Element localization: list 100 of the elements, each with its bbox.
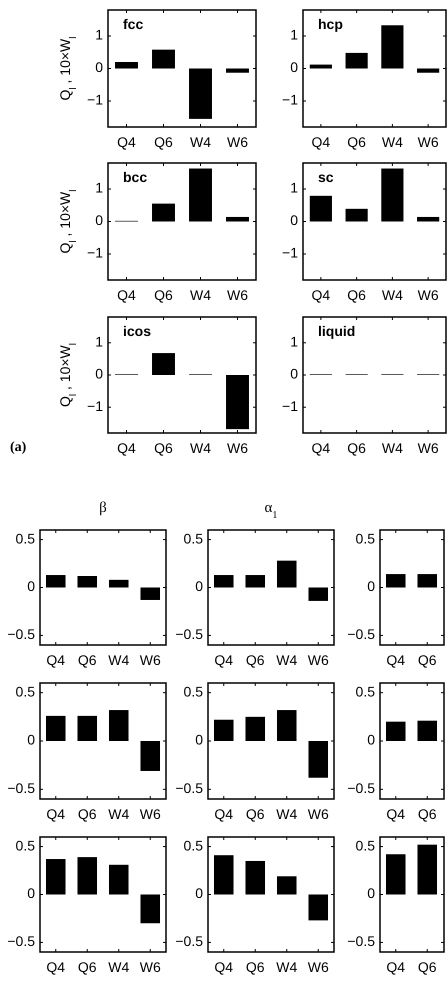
bar xyxy=(245,716,266,741)
y-tick-label: 0.5 xyxy=(356,683,376,700)
bar xyxy=(140,894,160,924)
chart-title: icos xyxy=(123,323,152,339)
bar xyxy=(108,864,129,894)
y-tick-label: 0.5 xyxy=(184,837,204,854)
x-tick-label: Q4 xyxy=(46,652,66,668)
x-tick-label: W6 xyxy=(308,652,329,668)
x-tick-label: W4 xyxy=(190,134,212,150)
bar xyxy=(226,375,249,430)
bar xyxy=(46,575,66,588)
y-tick-label: 0.5 xyxy=(16,530,36,546)
chart-title: bcc xyxy=(123,169,148,185)
x-tick-label: W6 xyxy=(308,806,329,822)
bar xyxy=(276,560,297,588)
x-tick-label: W4 xyxy=(382,287,404,303)
bar xyxy=(214,575,234,588)
y-tick-label: 0.5 xyxy=(184,530,204,546)
bar xyxy=(140,588,160,600)
y-tick-label: −1 xyxy=(282,244,298,261)
x-tick-label: W4 xyxy=(190,287,212,303)
text: (a) xyxy=(10,440,27,455)
x-tick-label: W6 xyxy=(140,806,161,822)
x-tick-label: Q4 xyxy=(117,134,136,150)
bar xyxy=(308,894,328,920)
x-tick-label: W4 xyxy=(190,440,212,456)
y-tick-label: −1 xyxy=(87,398,104,414)
y-tick-label: −1 xyxy=(282,398,298,414)
bar xyxy=(115,62,138,68)
x-tick-label: Q6 xyxy=(246,959,265,975)
x-tick-label: Q6 xyxy=(246,806,265,822)
x-tick-label: Q4 xyxy=(117,287,136,303)
bar xyxy=(310,64,332,68)
chart-title: fcc xyxy=(123,16,144,32)
x-tick-label: W6 xyxy=(418,134,439,150)
chart-title: α$_{1}$ xyxy=(264,500,278,520)
bar xyxy=(417,68,440,73)
y-tick-label: 1 xyxy=(290,180,298,196)
x-tick-label: Q4 xyxy=(214,806,234,822)
bar xyxy=(214,720,234,741)
x-tick-label: W4 xyxy=(108,806,130,822)
x-tick-label: Q6 xyxy=(347,287,366,303)
bar xyxy=(417,216,440,222)
bar xyxy=(189,168,212,222)
y-tick-label: 0 xyxy=(195,885,204,902)
bar xyxy=(381,25,404,68)
x-tick-label: Q4 xyxy=(46,806,66,822)
y-tick-label: 1 xyxy=(290,333,298,350)
y-tick-label: 1 xyxy=(95,333,104,350)
y-tick-label: 0 xyxy=(195,732,204,748)
x-tick-label: Q6 xyxy=(347,440,366,456)
x-tick-label: Q4 xyxy=(386,652,406,668)
x-tick-label: Q4 xyxy=(312,440,330,456)
x-tick-label: Q4 xyxy=(312,287,330,303)
x-tick-label: Q6 xyxy=(78,652,97,668)
bar xyxy=(152,204,175,222)
y-tick-label: 0 xyxy=(27,732,36,748)
x-tick-label: Q4 xyxy=(117,440,136,456)
y-tick-label: −0.5 xyxy=(175,780,204,796)
bar xyxy=(346,208,368,222)
y-tick-label: 1 xyxy=(95,180,104,196)
x-tick-label: W6 xyxy=(227,440,248,456)
y-tick-label: −1 xyxy=(282,92,298,108)
x-tick-label: Q6 xyxy=(154,134,174,150)
bar xyxy=(108,580,129,588)
x-tick-label: W6 xyxy=(227,287,248,303)
x-tick-label: W4 xyxy=(276,806,298,822)
y-tick-label: 0 xyxy=(27,578,36,594)
x-tick-label: Q6 xyxy=(154,287,174,303)
y-tick-label: 0.5 xyxy=(356,837,376,854)
chart-title: liquid xyxy=(318,323,356,339)
y-tick-label: −0.5 xyxy=(347,626,376,642)
y-tick-label: 0 xyxy=(27,885,36,902)
y-tick-label: −0.5 xyxy=(7,626,36,642)
x-tick-label: W4 xyxy=(276,652,298,668)
y-tick-label: −0.5 xyxy=(175,933,204,950)
y-tick-label: −0.5 xyxy=(7,933,36,950)
bar xyxy=(308,588,328,601)
y-tick-label: 0 xyxy=(290,212,298,228)
bar xyxy=(310,196,332,222)
bar xyxy=(46,859,66,894)
x-tick-label: Q6 xyxy=(418,959,437,975)
y-tick-label: 0 xyxy=(367,885,376,902)
bar xyxy=(152,353,175,375)
x-tick-label: Q6 xyxy=(418,652,437,668)
bar xyxy=(276,710,297,741)
bar xyxy=(140,741,160,771)
y-tick-label: 1 xyxy=(290,26,298,43)
y-tick-label: −0.5 xyxy=(347,933,376,950)
x-tick-label: Q6 xyxy=(347,134,366,150)
x-tick-label: Q6 xyxy=(78,806,97,822)
bar xyxy=(226,68,249,73)
x-tick-label: W4 xyxy=(108,652,130,668)
x-tick-label: W6 xyxy=(418,287,439,303)
chart-title: β xyxy=(99,500,107,516)
bar xyxy=(226,216,249,222)
y-tick-label: −0.5 xyxy=(7,780,36,796)
bar xyxy=(346,52,368,68)
x-tick-label: Q4 xyxy=(386,959,406,975)
y-tick-label: 0 xyxy=(195,578,204,594)
